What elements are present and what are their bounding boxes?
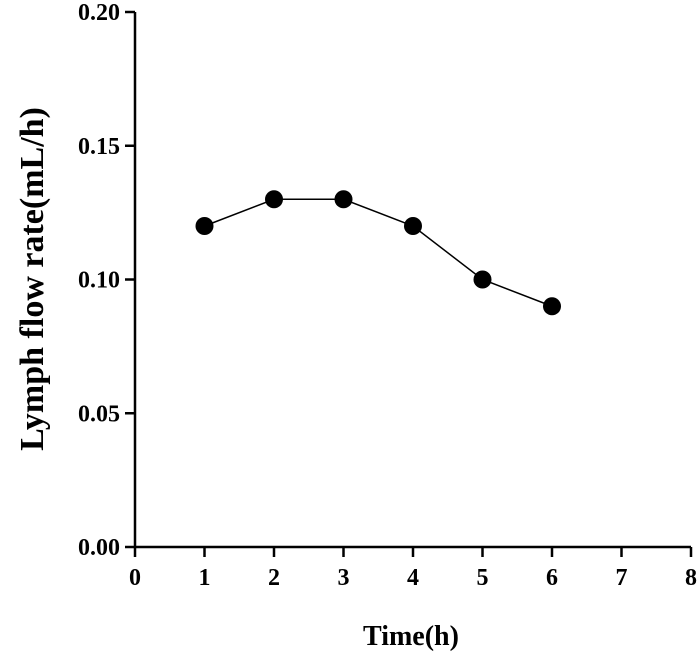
data-point — [543, 297, 561, 316]
data-point — [195, 217, 214, 235]
x-tick-label: 0 — [129, 565, 141, 591]
y-axis-ticks: 0.00 0.05 0.10 0.15 0.20 — [78, 0, 135, 561]
y-tick-label: 0.10 — [78, 268, 120, 294]
x-tick-label: 2 — [268, 565, 280, 591]
data-point — [334, 190, 353, 209]
y-axis-title: Lymph flow rate(mL/h) — [14, 107, 51, 451]
y-tick-label: 0.00 — [78, 535, 120, 561]
data-point — [404, 217, 422, 235]
x-tick-label: 6 — [546, 565, 558, 591]
y-tick-label: 0.05 — [78, 401, 120, 427]
x-tick-label: 7 — [616, 565, 628, 591]
y-tick-label: 0.20 — [78, 0, 120, 26]
x-tick-label: 4 — [407, 565, 419, 591]
x-tick-label: 5 — [477, 565, 489, 591]
x-tick-label: 8 — [685, 565, 697, 591]
x-axis-title: Time(h) — [363, 621, 459, 652]
x-tick-label: 3 — [338, 565, 350, 591]
series-layer — [195, 190, 561, 316]
x-axis-ticks: 0 1 2 3 4 5 6 7 8 — [129, 547, 697, 591]
data-point — [473, 270, 492, 289]
data-point — [265, 190, 283, 209]
x-tick-label: 1 — [199, 565, 211, 591]
y-tick-label: 0.15 — [78, 134, 120, 160]
series-line — [204, 198, 553, 307]
